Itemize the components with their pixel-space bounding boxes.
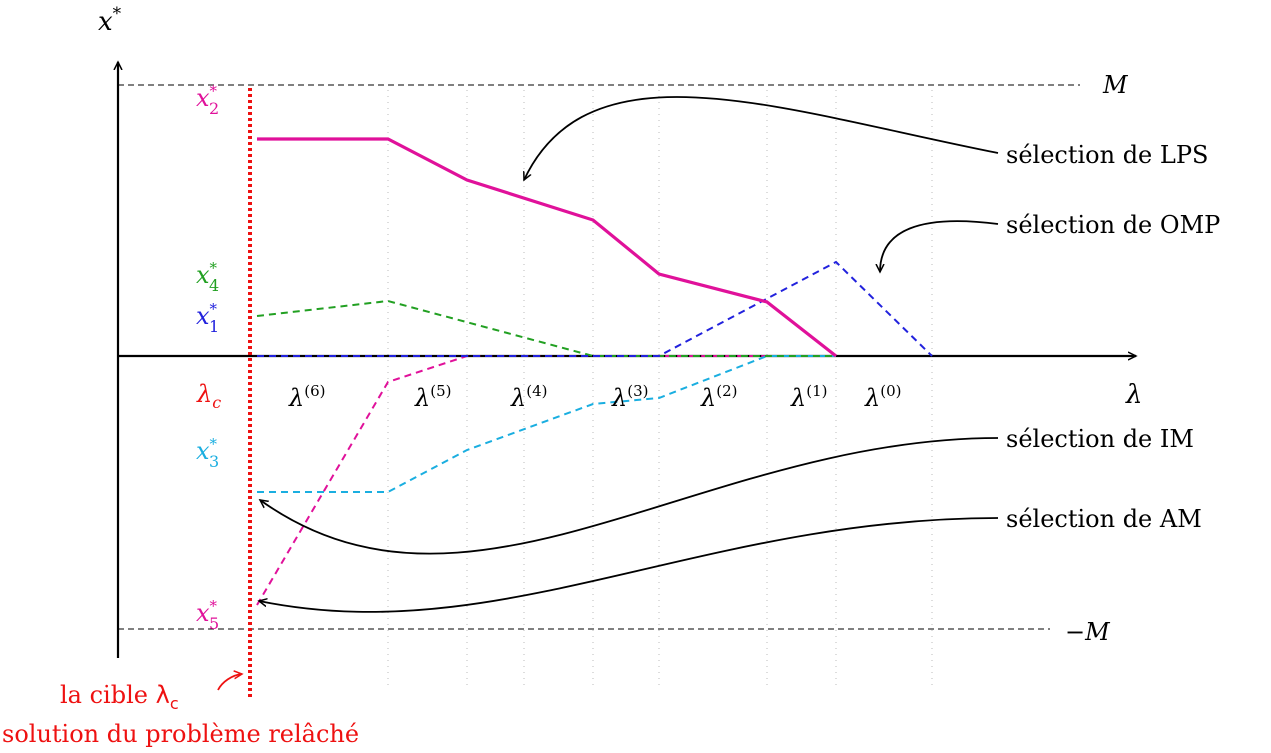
x-axis-label: λ: [1125, 380, 1142, 410]
lambda-tick-label: λ(6): [288, 382, 325, 412]
im-label: sélection de IM: [1006, 425, 1194, 453]
lambda-tick-label: λ(1): [790, 382, 827, 412]
target-description: solution du problème relâché: [2, 720, 359, 748]
x4-label: x* 4: [196, 259, 219, 295]
lps-label: sélection de LPS: [1006, 141, 1208, 169]
target-label: la cible λc: [60, 681, 179, 713]
lambda-tick-label: λ(2): [700, 382, 737, 412]
omp-label: sélection de OMP: [1006, 211, 1220, 239]
x3-path: [257, 355, 836, 493]
lambda-tick-label: λ(4): [510, 382, 547, 412]
am-arrow: [259, 517, 999, 613]
omp-arrow: [880, 220, 999, 272]
lambda-c-label: λc: [196, 380, 221, 412]
lambda-tick-label: λ(0): [864, 382, 901, 412]
x1-label: x* 1: [196, 300, 219, 336]
x4-path: [256, 299, 836, 357]
x5-path: [256, 355, 836, 606]
x3-label: x* 3: [196, 435, 219, 471]
minus-m-label: −M: [1065, 618, 1111, 646]
lps-arrow: [524, 96, 999, 180]
im-arrow: [260, 437, 999, 555]
x2-label: x* 2: [196, 82, 219, 118]
m-label: M: [1102, 71, 1129, 99]
omp-path: [257, 260, 933, 357]
grid-lines: [387, 90, 933, 690]
lambda-tick-label: λ(3): [611, 382, 648, 412]
lambda-tick-labels: λ(6) λ(5) λ(4) λ(3) λ(2) λ(1) λ(0): [288, 382, 901, 412]
y-axis-label: x*: [98, 4, 122, 37]
am-label: sélection de AM: [1006, 505, 1202, 533]
lps-path: [257, 137, 837, 358]
x5-label: x* 5: [196, 597, 219, 633]
lambda-tick-label: λ(5): [414, 382, 451, 412]
target-arrow: [217, 674, 242, 691]
